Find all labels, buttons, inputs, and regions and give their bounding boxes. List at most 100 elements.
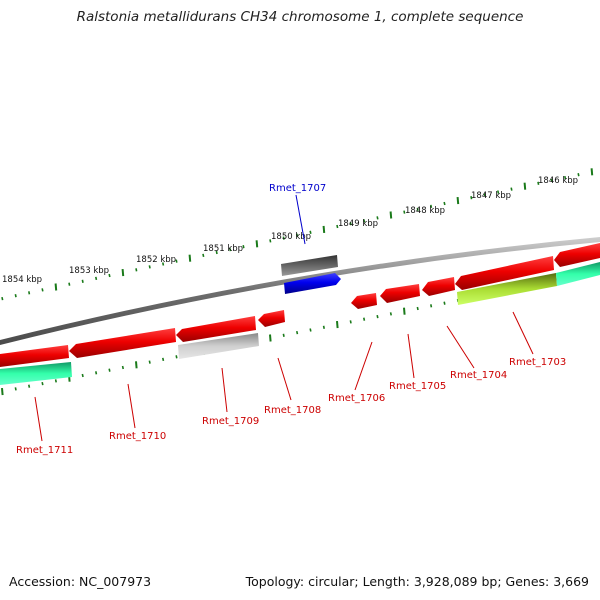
- map-title: Ralstonia metallidurans CH34 chromosome …: [76, 9, 524, 25]
- kbp-label-1853: 1853 kbp: [69, 266, 109, 276]
- upper-ruler-tick: [175, 259, 178, 263]
- upper-ruler-tick: [135, 268, 138, 272]
- gene-arrow-rmet-1710[interactable]: [69, 328, 176, 358]
- upper-ruler-tick: [309, 230, 312, 234]
- lower-ruler-tick: [282, 333, 285, 337]
- upper-ruler-tick: [336, 224, 339, 229]
- feature-bar-dark[interactable]: [281, 255, 338, 276]
- upper-ruler-tick: [564, 175, 567, 180]
- gene-arrow-rmet-1711[interactable]: [0, 345, 69, 367]
- upper-ruler-tick: [523, 182, 527, 190]
- upper-ruler-tick: [202, 253, 205, 258]
- lower-ruler-tick: [95, 371, 98, 375]
- gene-arrow-rmet-1703[interactable]: [455, 256, 554, 290]
- upper-ruler-tick: [28, 291, 31, 295]
- upper-ruler-tick: [188, 254, 192, 262]
- lower-ruler-tick: [1, 388, 4, 396]
- upper-ruler-tick: [456, 197, 460, 205]
- upper-ruler-tick: [443, 201, 446, 206]
- lower-ruler-tick: [108, 368, 111, 372]
- gene-label-rmet-1710[interactable]: Rmet_1710: [109, 431, 166, 442]
- gene-label-rmet-1707[interactable]: Rmet_1707: [269, 183, 326, 194]
- kbp-label-1847: 1847 kbp: [471, 191, 511, 201]
- upper-ruler-tick: [148, 265, 151, 269]
- lower-ruler-tick: [309, 328, 312, 332]
- feature-bar-lime[interactable]: [457, 273, 557, 305]
- chromosome-backbone: [0, 237, 600, 345]
- upper-ruler-tick: [470, 196, 473, 200]
- lower-ruler-tick: [54, 379, 57, 383]
- lower-ruler-tick: [296, 330, 299, 335]
- feature-bar-green-right[interactable]: [556, 262, 600, 286]
- leader-line-rmet-1706: [354, 341, 373, 391]
- gene-arrow-rmet-1705[interactable]: [380, 284, 420, 303]
- upper-ruler-tick: [269, 239, 272, 243]
- upper-ruler-tick: [215, 250, 218, 255]
- upper-ruler-tick: [14, 294, 17, 298]
- lower-ruler-tick: [14, 387, 17, 391]
- accession-text: Accession: NC_007973: [9, 574, 152, 589]
- lower-ruler-tick: [148, 360, 151, 364]
- upper-ruler-tick: [537, 181, 540, 185]
- kbp-label-1852: 1852 kbp: [136, 255, 176, 265]
- gene-label-rmet-1711[interactable]: Rmet_1711: [16, 445, 73, 456]
- gene-label-rmet-1705[interactable]: Rmet_1705: [389, 381, 446, 392]
- gene-label-rmet-1708[interactable]: Rmet_1708: [264, 405, 321, 416]
- upper-ruler-tick: [162, 262, 165, 266]
- feature-bar-gray[interactable]: [178, 333, 259, 359]
- upper-ruler-tick: [590, 168, 594, 176]
- upper-ruler-tick: [1, 296, 4, 301]
- kbp-label-1849: 1849 kbp: [338, 219, 378, 229]
- ruler-ticks-upper: [1, 168, 594, 301]
- lower-ruler-tick: [41, 381, 44, 386]
- gene-arrow-rmet-1707[interactable]: [284, 273, 341, 294]
- upper-ruler-tick: [577, 173, 580, 177]
- upper-ruler-tick: [108, 273, 111, 278]
- gene-arrow-rmet-1704[interactable]: [422, 277, 455, 296]
- leader-line-rmet-1711: [34, 396, 43, 442]
- upper-ruler-tick: [121, 269, 125, 277]
- upper-ruler-tick: [550, 178, 553, 183]
- upper-ruler-tick: [282, 236, 285, 240]
- lower-ruler-tick: [403, 307, 406, 315]
- gene-label-rmet-1706[interactable]: Rmet_1706: [328, 393, 385, 404]
- upper-ruler-tick: [41, 288, 44, 292]
- gene-label-rmet-1709[interactable]: Rmet_1709: [202, 416, 259, 427]
- lower-ruler-tick: [135, 361, 138, 369]
- upper-ruler-tick: [430, 204, 433, 209]
- upper-ruler-tick: [95, 276, 98, 281]
- upper-ruler-tick: [81, 279, 84, 283]
- lower-ruler-tick: [269, 334, 272, 342]
- kbp-label-1851: 1851 kbp: [203, 244, 243, 254]
- gene-arrow-rmet-1708[interactable]: [258, 310, 285, 327]
- lower-ruler-tick: [81, 373, 84, 378]
- leader-line-rmet-1708: [277, 357, 292, 401]
- kbp-label-1846: 1846 kbp: [538, 176, 578, 186]
- gene-arrow-right-edge[interactable]: [554, 243, 600, 267]
- lower-ruler-tick: [28, 384, 31, 388]
- lower-ruler-tick: [175, 355, 178, 359]
- gene-label-rmet-1703[interactable]: Rmet_1703: [509, 357, 566, 368]
- upper-ruler-tick: [510, 187, 513, 191]
- lower-ruler-tick: [322, 325, 325, 329]
- leader-line-rmet-1707: [295, 194, 306, 245]
- upper-ruler-tick: [483, 193, 486, 197]
- upper-ruler-tick: [242, 245, 245, 249]
- kbp-label-1850: 1850 kbp: [271, 232, 311, 242]
- upper-ruler-tick: [229, 247, 232, 252]
- upper-ruler-tick: [376, 216, 379, 220]
- leader-line-rmet-1705: [407, 333, 415, 379]
- lower-ruler-tick: [363, 317, 366, 321]
- lower-ruler-tick: [162, 357, 165, 362]
- upper-ruler-tick: [497, 190, 500, 194]
- feature-bar-green-left[interactable]: [0, 362, 72, 385]
- lower-ruler-tick: [336, 321, 339, 329]
- lower-ruler-tick: [430, 304, 433, 308]
- gene-arrow-rmet-1706[interactable]: [351, 293, 377, 309]
- upper-ruler-tick: [349, 222, 352, 226]
- gene-arrow-rmet-1709[interactable]: [176, 316, 256, 342]
- upper-ruler-tick: [296, 233, 299, 237]
- gene-label-rmet-1704[interactable]: Rmet_1704: [450, 370, 507, 381]
- kbp-label-1848: 1848 kbp: [405, 206, 445, 216]
